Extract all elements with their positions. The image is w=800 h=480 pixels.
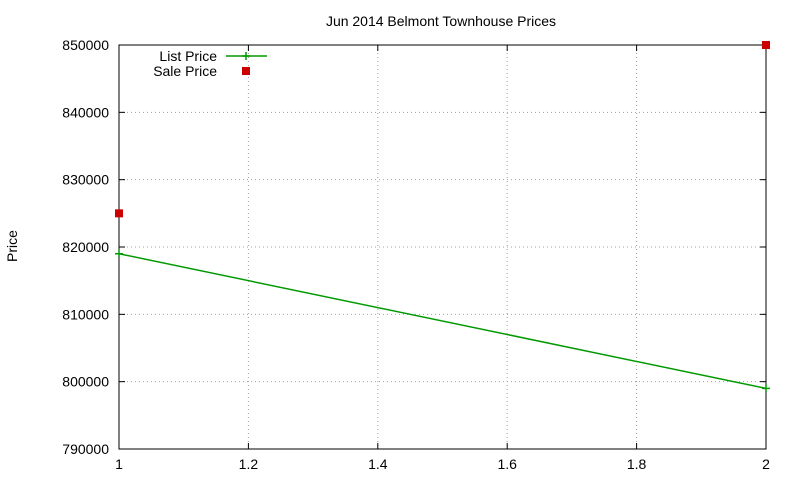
axis-ticks: 1 1.2 1.4 1.6 1.8 2 790000 800000 810000 820000 83… (62, 37, 770, 472)
legend-item-sale-price: Sale Price (153, 63, 250, 79)
y-tick-label: 810000 (62, 306, 109, 322)
x-tick-label: 1.6 (497, 456, 517, 472)
legend-label: Sale Price (153, 63, 217, 79)
sale-price-point (115, 209, 123, 218)
grid (119, 45, 766, 449)
chart-title: Jun 2014 Belmont Townhouse Prices (326, 13, 556, 29)
plot-frame (118, 44, 767, 450)
x-tick-label: 2 (762, 456, 770, 472)
x-tick-label: 1.4 (368, 456, 388, 472)
legend-item-list-price: List Price (159, 48, 267, 64)
list-price-point (762, 384, 770, 393)
x-tick-label: 1.8 (627, 456, 647, 472)
legend-marker (242, 52, 250, 60)
legend-marker (242, 67, 250, 75)
y-tick-label: 850000 (62, 37, 109, 53)
y-axis-label: Price (4, 230, 20, 262)
y-tick-label: 830000 (62, 172, 109, 188)
x-tick-label: 1 (115, 456, 123, 472)
y-tick-label: 800000 (62, 374, 109, 390)
y-tick-label: 820000 (62, 239, 109, 255)
y-tick-label: 840000 (62, 104, 109, 120)
x-tick-label: 1.2 (239, 456, 259, 472)
list-price-line (118, 252, 767, 390)
sale-price-point (762, 41, 770, 49)
series-layer (115, 41, 770, 393)
series-sale-price (115, 41, 770, 218)
y-tick-label: 790000 (62, 441, 109, 457)
list-price-point (115, 249, 123, 258)
series-list-price (115, 249, 770, 393)
legend-label: List Price (159, 48, 217, 64)
